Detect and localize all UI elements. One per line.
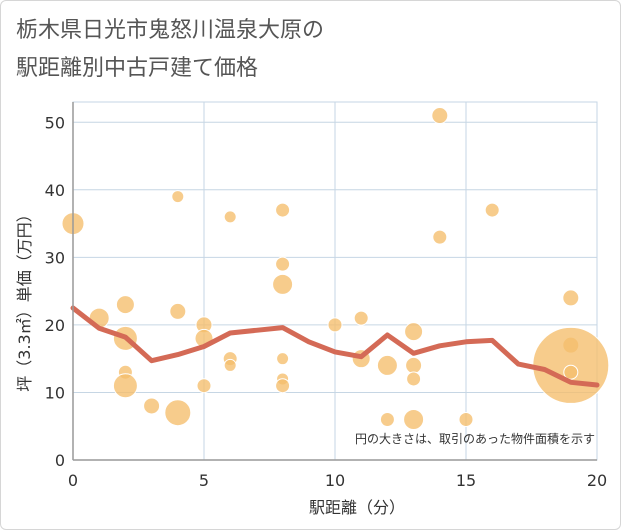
bubble-point-18 [272,273,294,295]
bubble-size-note: 円の大きさは、取引のあった物件面積を示す [355,431,595,446]
y-tick-label-0: 0 [55,451,65,470]
bubble-point-21 [275,378,291,394]
chart-title: 栃木県日光市鬼怒川温泉大原の 駅距離別中古戸建て価格 [16,12,324,88]
x-tick-label-0: 0 [68,471,78,490]
axis-layer [72,102,597,461]
bubble-point-16 [275,202,291,218]
bubble-point-26 [379,411,395,427]
bubble-point-34 [484,202,500,218]
average-price-line [70,305,600,388]
bubble-point-38 [563,364,579,380]
bubble-point-15 [223,358,237,372]
y-tick-label-2: 20 [45,316,65,335]
x-axis-label: 駅距離（分） [309,498,405,517]
bubble-point-29 [406,371,422,387]
tick-layer: 0 5 10 15 20 0 10 20 30 40 50 [45,113,608,490]
bubble-point-22 [327,317,343,333]
x-tick-label-4: 20 [587,471,607,490]
bubble-point-30 [403,408,425,430]
bubble-point-7 [171,190,185,204]
x-tick-label-2: 10 [325,471,345,490]
bubble-point-6 [143,397,161,415]
bubble-point-19 [276,352,290,366]
bubble-point-25 [376,354,398,376]
bubble-point-33 [458,411,474,427]
bubble-point-13 [223,210,237,224]
bubble-layer [61,107,610,430]
bubble-point-23 [353,310,369,326]
y-tick-label-3: 30 [45,248,65,267]
bubble-point-17 [275,256,291,272]
chart-title-line-1: 栃木県日光市鬼怒川温泉大原の [16,18,325,43]
bubble-point-31 [431,107,449,125]
bubble-point-27 [404,322,424,342]
y-tick-label-5: 50 [45,113,65,132]
y-tick-label-4: 40 [45,181,65,200]
x-tick-label-3: 15 [456,471,476,490]
bubble-point-35 [562,289,580,307]
x-tick-label-1: 5 [199,471,209,490]
bubble-point-12 [196,378,212,394]
line-layer [70,305,600,388]
bubble-point-8 [169,302,187,320]
y-tick-label-1: 10 [45,383,65,402]
bubble-point-9 [164,399,192,427]
bubble-point-32 [432,229,448,245]
bubble-point-2 [115,295,135,315]
chart-title-line-2: 駅距離別中古戸建て価格 [16,56,259,81]
bubble-point-28 [405,356,423,374]
y-axis-label: 坪（3.3㎡）単価（万円） [15,206,34,391]
bubble-point-5 [112,373,138,399]
